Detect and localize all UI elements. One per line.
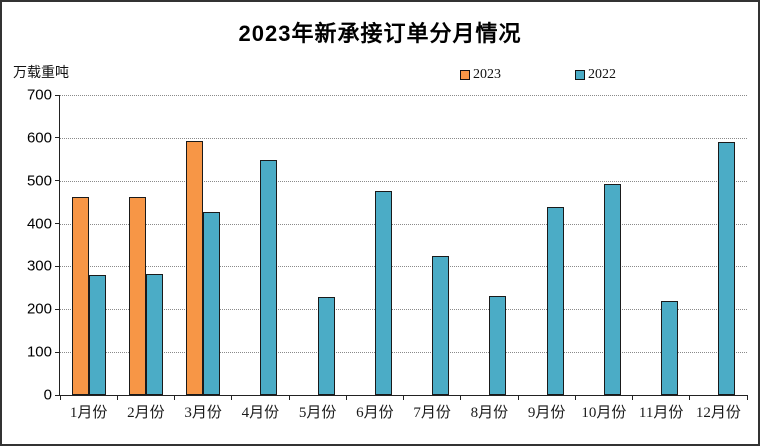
legend-item-2022: 2022 bbox=[575, 67, 616, 83]
x-tick-label-1月份: 1月份 bbox=[69, 405, 108, 421]
y-axis-labels: 0 100 200 300 400 500 600 700 bbox=[2, 87, 52, 404]
x-axis-tick bbox=[517, 395, 519, 400]
y-tick-label-600: 600 bbox=[26, 129, 52, 147]
y-tick-label-500: 500 bbox=[26, 172, 52, 190]
x-axis-tick bbox=[574, 395, 576, 400]
x-tick-label-7月份: 7月份 bbox=[413, 405, 451, 421]
y-tick-label-700: 700 bbox=[26, 86, 52, 104]
bar-2022-6月份 bbox=[374, 190, 392, 395]
bar-2022-10月份 bbox=[603, 184, 621, 395]
y-tick-label-200: 200 bbox=[26, 300, 52, 318]
bar-2022-3月份 bbox=[203, 211, 221, 395]
y-tick-label-100: 100 bbox=[26, 343, 52, 361]
legend-swatch-2022-icon bbox=[575, 70, 585, 80]
x-tick-label-4月份: 4月份 bbox=[241, 405, 280, 421]
x-tick-label-12月份: 12月份 bbox=[695, 405, 741, 421]
bar-2022-5月份 bbox=[317, 296, 335, 395]
x-axis-tick bbox=[689, 395, 691, 400]
gridline-400 bbox=[60, 223, 747, 225]
x-tick-label-10月份: 10月份 bbox=[581, 405, 627, 421]
gridline-200 bbox=[60, 309, 747, 311]
x-axis-tick bbox=[460, 395, 462, 400]
bar-2022-4月份 bbox=[260, 160, 278, 395]
legend-item-2023: 2023 bbox=[460, 67, 501, 83]
x-tick-label-11月份: 11月份 bbox=[638, 405, 684, 421]
x-axis-tick bbox=[231, 395, 233, 400]
x-tick-label-6月份: 6月份 bbox=[356, 405, 394, 421]
y-tick-label-0: 0 bbox=[43, 386, 52, 404]
x-axis-tick bbox=[345, 395, 347, 400]
x-axis-tick bbox=[174, 395, 175, 400]
chart-title: 2023年新承接订单分月情况 bbox=[238, 21, 522, 46]
y-axis-tick bbox=[55, 180, 59, 182]
bar-2022-8月份 bbox=[489, 296, 507, 395]
y-axis-tick bbox=[55, 265, 59, 267]
bar-2022-7月份 bbox=[432, 255, 450, 395]
plot-area: 1月份 2月份 3月份 4月份 5月份 6月份 7月份 8月份 9月份 10月份 11月份 12月份 bbox=[55, 94, 748, 421]
y-tick-label-400: 400 bbox=[26, 215, 52, 233]
legend-label-2023: 2023 bbox=[473, 67, 501, 82]
x-axis-tick bbox=[59, 395, 61, 400]
bar-2022-11月份 bbox=[661, 301, 679, 395]
bar-2022-2月份 bbox=[145, 273, 163, 395]
gridline-500 bbox=[60, 180, 747, 182]
bar-2023-2月份 bbox=[128, 196, 146, 395]
x-tick-label-9月份: 9月份 bbox=[527, 405, 566, 421]
y-tick-label-300: 300 bbox=[26, 257, 52, 275]
x-axis-tick bbox=[746, 395, 748, 400]
bar-2022-9月份 bbox=[546, 206, 564, 395]
bar-2022-1月份 bbox=[88, 274, 106, 395]
x-axis-tick bbox=[288, 395, 290, 400]
x-axis-tick bbox=[403, 395, 404, 400]
x-tick-label-5月份: 5月份 bbox=[298, 405, 337, 421]
x-tick-label-8月份: 8月份 bbox=[470, 405, 509, 421]
y-axis-unit-label: 万载重吨 bbox=[13, 64, 69, 80]
bar-2022-12月份 bbox=[718, 142, 736, 395]
legend-label-2022: 2022 bbox=[588, 67, 616, 82]
bar-2023-1月份 bbox=[71, 197, 89, 395]
gridline-100 bbox=[60, 352, 747, 354]
y-axis-tick bbox=[55, 223, 59, 225]
bar-2023-3月份 bbox=[186, 141, 204, 395]
y-axis-tick bbox=[55, 351, 59, 353]
gridline-600 bbox=[60, 137, 747, 139]
gridline-700 bbox=[60, 95, 747, 96]
y-axis-tick bbox=[55, 308, 59, 310]
x-axis-tick bbox=[116, 395, 118, 400]
x-tick-label-2月份: 2月份 bbox=[127, 405, 165, 421]
gridline-300 bbox=[60, 266, 747, 268]
x-tick-label-3月份: 3月份 bbox=[184, 405, 222, 421]
y-axis-tick bbox=[55, 394, 59, 396]
y-axis-tick bbox=[55, 137, 59, 139]
legend-swatch-2023-icon bbox=[460, 70, 470, 80]
y-axis-tick bbox=[55, 94, 59, 96]
x-axis-tick bbox=[632, 395, 633, 400]
